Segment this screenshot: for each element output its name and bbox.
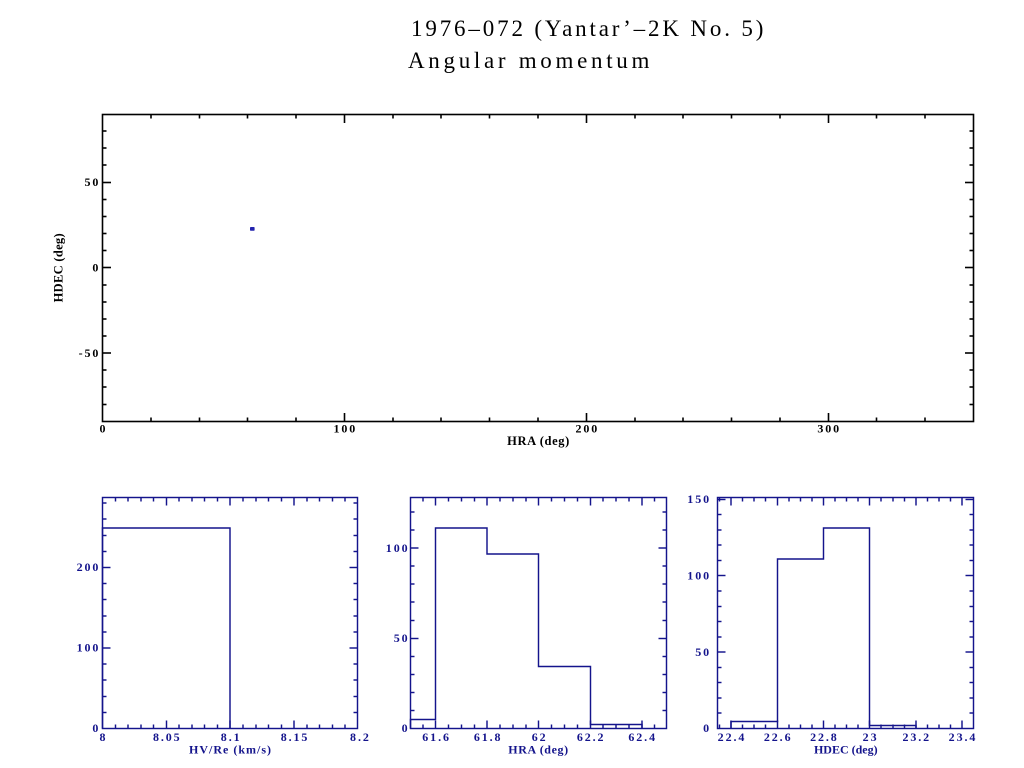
svg-text:0: 0 [99,421,107,435]
svg-text:-50: -50 [79,346,101,360]
svg-text:0: 0 [92,260,100,274]
svg-text:23.2: 23.2 [902,730,931,744]
svg-text:100: 100 [687,568,711,582]
svg-text:8.15: 8.15 [281,730,310,744]
svg-text:8.2: 8.2 [350,730,371,744]
svg-text:HV/Re (km/s): HV/Re (km/s) [189,742,272,756]
svg-text:8: 8 [99,730,107,744]
svg-text:100: 100 [77,641,101,655]
svg-text:100: 100 [333,421,357,435]
svg-text:200: 200 [77,560,101,574]
svg-text:100: 100 [386,541,410,555]
svg-text:HRA (deg): HRA (deg) [507,434,570,448]
svg-text:50: 50 [84,175,100,189]
svg-text:150: 150 [687,492,711,506]
svg-text:62: 62 [532,730,548,744]
svg-text:22.8: 22.8 [810,730,839,744]
svg-text:50: 50 [394,631,410,645]
svg-text:61.8: 61.8 [474,730,503,744]
svg-text:22.4: 22.4 [718,730,747,744]
svg-text:62.2: 62.2 [577,730,606,744]
svg-text:23.4: 23.4 [949,730,978,744]
svg-text:23: 23 [863,730,879,744]
svg-text:0: 0 [92,721,100,735]
svg-text:8.1: 8.1 [221,730,242,744]
svg-text:HDEC (deg): HDEC (deg) [52,233,66,302]
svg-text:0: 0 [402,721,410,735]
svg-text:HDEC (deg): HDEC (deg) [814,742,878,756]
svg-text:300: 300 [817,421,841,435]
svg-text:61.6: 61.6 [422,730,451,744]
svg-text:200: 200 [575,421,599,435]
svg-text:22.6: 22.6 [764,730,793,744]
svg-text:8.05: 8.05 [153,730,182,744]
svg-text:62.4: 62.4 [628,730,657,744]
svg-text:HRA (deg): HRA (deg) [508,742,568,756]
svg-text:0: 0 [703,721,711,735]
svg-text:50: 50 [695,645,711,659]
